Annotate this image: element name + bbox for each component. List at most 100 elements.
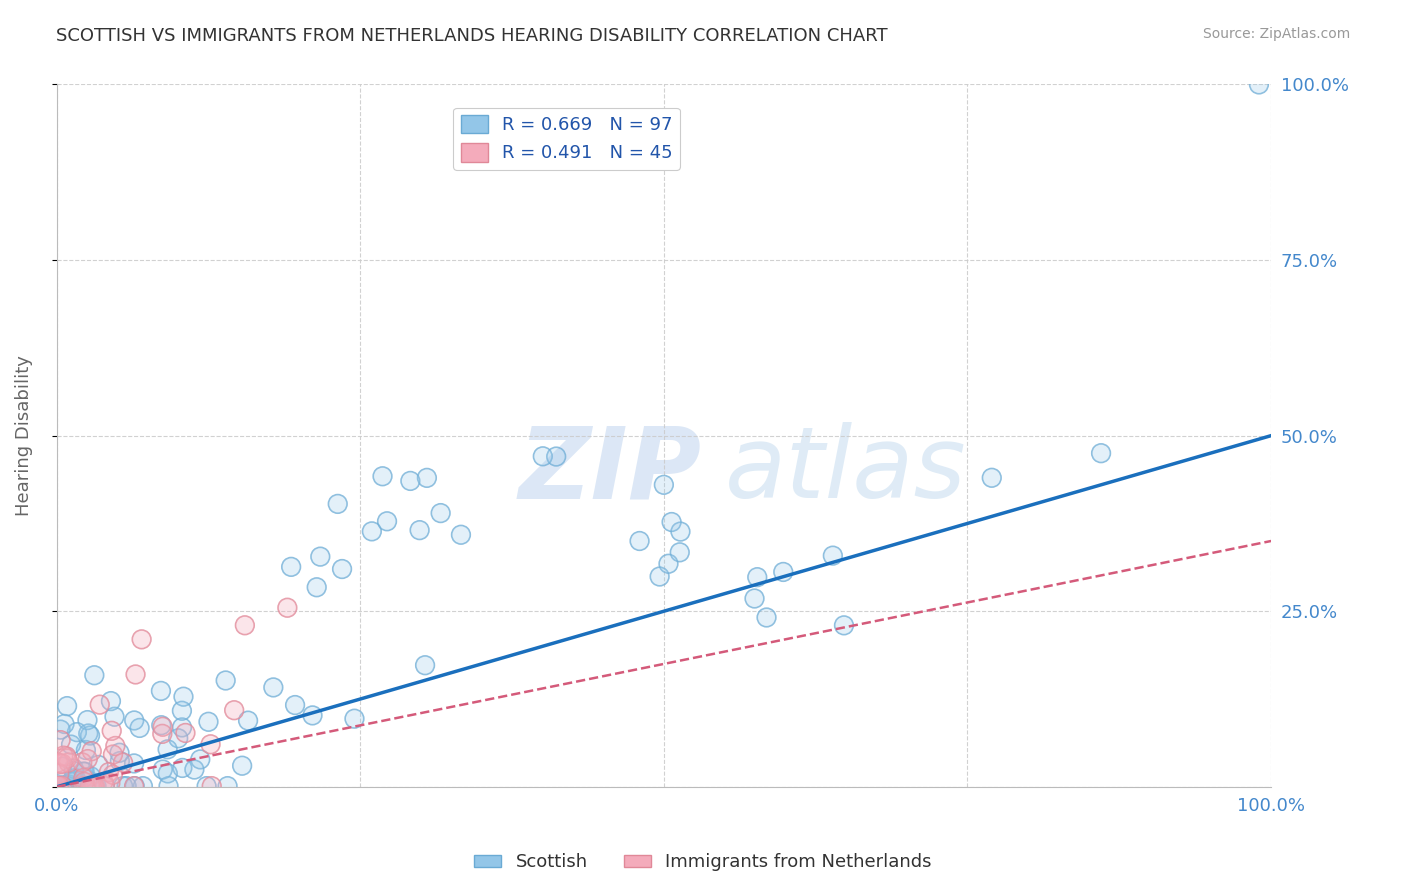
Point	[83, 668, 105, 682]
Point	[197, 714, 219, 729]
Point	[60, 775, 83, 789]
Point	[197, 714, 219, 729]
Point	[416, 471, 439, 485]
Point	[157, 779, 180, 793]
Point	[62, 764, 84, 778]
Point	[747, 570, 769, 584]
Point	[188, 752, 211, 766]
Point	[72, 764, 94, 779]
Point	[56, 779, 79, 793]
Point	[124, 779, 146, 793]
Point	[72, 756, 94, 770]
Point	[51, 779, 73, 793]
Point	[1090, 446, 1112, 460]
Point	[108, 746, 131, 760]
Point	[87, 758, 110, 772]
Point	[80, 769, 103, 783]
Point	[49, 723, 72, 737]
Point	[100, 723, 122, 738]
Point	[56, 779, 79, 793]
Point	[58, 778, 80, 792]
Point	[546, 450, 568, 464]
Point	[56, 751, 79, 765]
Point	[669, 524, 692, 539]
Point	[76, 713, 98, 727]
Point	[83, 779, 105, 793]
Point	[183, 763, 205, 777]
Point	[233, 618, 256, 632]
Point	[55, 749, 77, 764]
Point	[72, 764, 94, 779]
Point	[122, 779, 145, 793]
Point	[167, 731, 190, 746]
Point	[101, 768, 124, 782]
Point	[58, 756, 80, 770]
Point	[399, 474, 422, 488]
Point	[832, 618, 855, 632]
Point	[200, 737, 222, 751]
Point	[51, 759, 73, 773]
Point	[124, 667, 146, 681]
Point	[170, 704, 193, 718]
Point	[48, 779, 70, 793]
Point	[98, 776, 121, 790]
Point	[63, 762, 86, 776]
Text: ZIP: ZIP	[519, 422, 702, 519]
Point	[83, 779, 105, 793]
Point	[150, 727, 173, 741]
Point	[652, 478, 675, 492]
Point	[215, 673, 238, 688]
Point	[79, 779, 101, 793]
Point	[80, 779, 103, 793]
Point	[94, 779, 117, 793]
Point	[648, 569, 671, 583]
Point	[174, 726, 197, 740]
Point	[371, 469, 394, 483]
Point	[201, 779, 224, 793]
Point	[83, 779, 105, 793]
Point	[87, 758, 110, 772]
Point	[1247, 78, 1270, 92]
Point	[48, 779, 70, 793]
Point	[79, 729, 101, 743]
Point	[63, 762, 86, 776]
Point	[79, 779, 101, 793]
Point	[46, 779, 69, 793]
Text: SCOTTISH VS IMMIGRANTS FROM NETHERLANDS HEARING DISABILITY CORRELATION CHART: SCOTTISH VS IMMIGRANTS FROM NETHERLANDS …	[56, 27, 887, 45]
Point	[49, 756, 72, 771]
Point	[648, 569, 671, 583]
Point	[124, 667, 146, 681]
Point	[309, 549, 332, 564]
Point	[195, 779, 218, 793]
Text: Source: ZipAtlas.com: Source: ZipAtlas.com	[1202, 27, 1350, 41]
Point	[195, 779, 218, 793]
Point	[52, 748, 75, 763]
Point	[93, 779, 115, 793]
Point	[53, 717, 76, 731]
Point	[669, 524, 692, 539]
Point	[83, 668, 105, 682]
Point	[156, 766, 179, 780]
Point	[276, 600, 298, 615]
Point	[86, 779, 108, 793]
Point	[49, 733, 72, 747]
Y-axis label: Hearing Disability: Hearing Disability	[15, 355, 32, 516]
Point	[89, 698, 111, 712]
Point	[200, 737, 222, 751]
Point	[101, 747, 124, 762]
Point	[152, 720, 174, 734]
Point	[661, 515, 683, 529]
Point	[531, 450, 554, 464]
Point	[86, 779, 108, 793]
Point	[284, 698, 307, 712]
Point	[97, 765, 120, 780]
Point	[150, 718, 173, 732]
Point	[101, 768, 124, 782]
Point	[75, 743, 97, 757]
Point	[772, 565, 794, 579]
Point	[103, 710, 125, 724]
Point	[94, 779, 117, 793]
Point	[122, 756, 145, 771]
Point	[60, 738, 83, 752]
Point	[628, 534, 651, 549]
